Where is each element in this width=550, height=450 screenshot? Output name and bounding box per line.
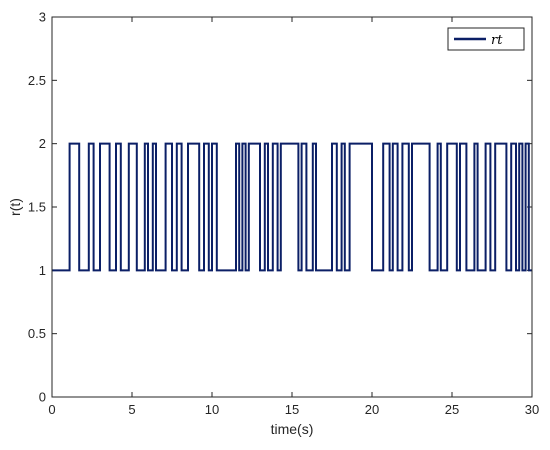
x-tick-label: 20 xyxy=(365,402,379,417)
tick-labels: 0 5 10 15 20 25 30 0 0.5 1 1.5 2 2.5 3 xyxy=(28,10,539,418)
plot-area xyxy=(52,17,532,397)
series-layer xyxy=(52,142,532,272)
y-tick-label: 2.5 xyxy=(28,73,46,88)
axes-box xyxy=(51,16,533,398)
legend-label-rt: rt xyxy=(491,33,503,48)
x-axis-label: time(s) xyxy=(271,421,314,437)
y-tick-label: 1.5 xyxy=(28,200,46,215)
legend: rt xyxy=(447,27,525,51)
y-tick-label: 3 xyxy=(39,10,46,25)
x-tick-label: 0 xyxy=(48,402,55,417)
x-tick-label: 25 xyxy=(445,402,459,417)
y-tick-label: 0.5 xyxy=(28,326,46,341)
series-line-rt xyxy=(52,142,532,272)
y-axis-label: r(t) xyxy=(7,198,23,216)
y-tick-label: 2 xyxy=(39,136,46,151)
y-tick-label: 0 xyxy=(39,390,46,405)
x-tick-label: 5 xyxy=(128,402,135,417)
x-tick-label: 30 xyxy=(525,402,539,417)
y-tick-label: 1 xyxy=(39,263,46,278)
x-tick-label: 10 xyxy=(205,402,219,417)
x-tick-label: 15 xyxy=(285,402,299,417)
